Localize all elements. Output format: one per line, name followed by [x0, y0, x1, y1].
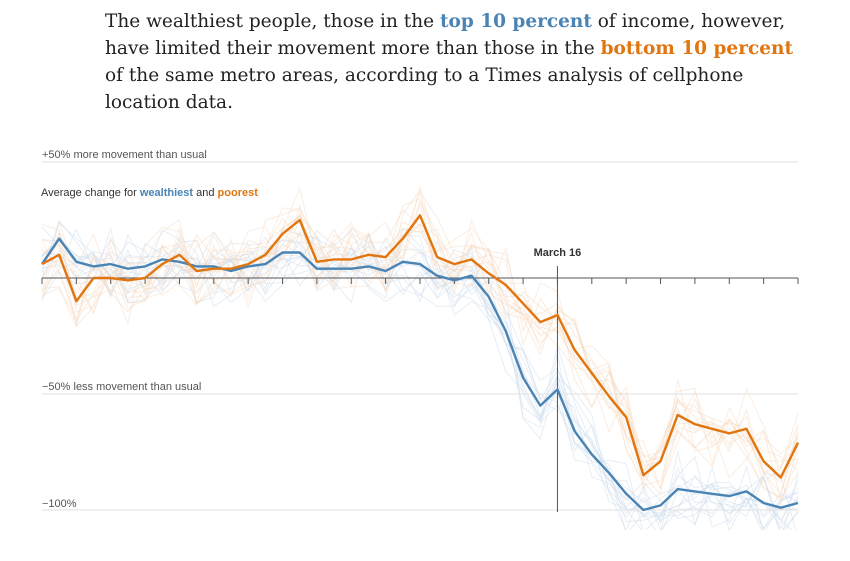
metro-area-line	[41, 199, 799, 495]
headline-highlight-bottom: bottom 10 percent	[600, 38, 793, 59]
metro-area-line	[41, 204, 799, 484]
metro-area-line	[41, 219, 793, 530]
movement-chart: +50% more movement than usual −50% less …	[41, 149, 800, 530]
legend: Average change for wealthiest and poores…	[41, 187, 258, 199]
series-line-poorest	[41, 214, 800, 479]
legend-connector: and	[193, 187, 217, 199]
metro-area-line	[41, 186, 799, 502]
metro-area-line	[41, 239, 799, 521]
metro-area-line	[41, 239, 799, 519]
metro-area-line	[41, 227, 797, 530]
headline-part2: of income, however, have limited their m…	[105, 11, 786, 59]
x-axis	[41, 277, 799, 284]
metro-area-line	[41, 186, 799, 500]
metro-area-line	[41, 216, 799, 490]
metro-area-line	[41, 229, 799, 530]
headline-part3: of the same metro areas, according to a …	[105, 65, 744, 113]
metro-area-line	[41, 243, 799, 514]
metro-area-line	[41, 221, 799, 530]
headline-highlight-top: top 10 percent	[439, 11, 592, 32]
metro-area-line	[41, 198, 799, 486]
headline: The wealthiest people, those in the top …	[105, 8, 805, 116]
metro-area-line	[41, 189, 799, 496]
legend-poorest: poorest	[218, 187, 259, 199]
metro-area-line	[41, 218, 799, 483]
metro-area-line	[41, 213, 799, 480]
metro-area-line	[41, 235, 799, 530]
gridlines	[42, 161, 798, 511]
march-16-label: March 16	[534, 247, 582, 259]
metro-area-line	[41, 234, 799, 525]
y-label-top: +50% more movement than usual	[42, 149, 207, 161]
series-lines	[41, 214, 800, 512]
y-label-mid: −50% less movement than usual	[42, 381, 201, 393]
headline-part1: The wealthiest people, those in the	[105, 11, 440, 32]
y-label-bottom: −100%	[42, 498, 77, 510]
metro-area-line	[41, 226, 799, 530]
metro-area-line	[41, 228, 799, 530]
metro-area-line	[41, 231, 799, 530]
legend-prefix: Average change for	[41, 187, 140, 199]
legend-wealthiest: wealthiest	[139, 187, 194, 199]
metro-area-line	[41, 207, 799, 474]
metro-area-line	[41, 190, 799, 481]
metro-area-line	[41, 226, 799, 498]
metro-area-line	[41, 239, 799, 516]
background-metro-lines	[41, 186, 799, 530]
